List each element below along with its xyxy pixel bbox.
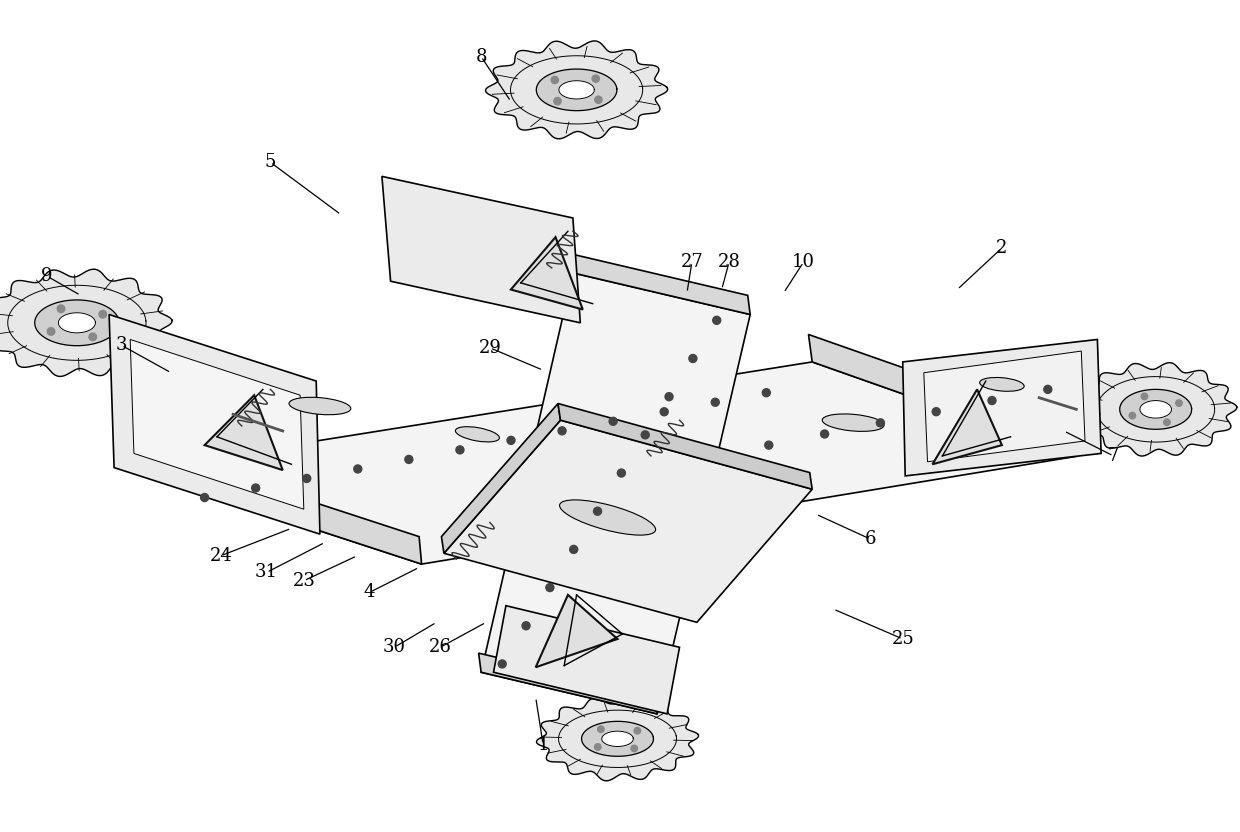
Text: 1: 1 [537, 735, 549, 754]
Polygon shape [808, 334, 1079, 456]
Text: 26: 26 [429, 638, 451, 656]
Circle shape [594, 508, 601, 515]
Circle shape [713, 316, 720, 324]
Polygon shape [130, 339, 304, 509]
Circle shape [57, 305, 64, 313]
Circle shape [252, 484, 259, 492]
Text: 4: 4 [363, 583, 376, 602]
Ellipse shape [980, 378, 1024, 391]
Polygon shape [479, 653, 657, 714]
Circle shape [405, 455, 413, 463]
Circle shape [1163, 419, 1171, 425]
Text: 7: 7 [1107, 447, 1120, 465]
Circle shape [558, 427, 565, 435]
Polygon shape [481, 273, 750, 714]
Polygon shape [58, 313, 95, 333]
Circle shape [89, 333, 97, 340]
Circle shape [569, 546, 578, 553]
Circle shape [1130, 413, 1136, 418]
Polygon shape [932, 389, 1002, 464]
Polygon shape [441, 404, 560, 553]
Polygon shape [537, 697, 698, 780]
Polygon shape [131, 443, 422, 564]
Text: 24: 24 [210, 547, 232, 565]
Polygon shape [601, 731, 634, 746]
Circle shape [551, 77, 558, 83]
Circle shape [507, 436, 515, 444]
Circle shape [456, 446, 464, 454]
Polygon shape [205, 395, 283, 470]
Circle shape [353, 465, 362, 473]
Polygon shape [559, 81, 594, 99]
Ellipse shape [289, 398, 351, 414]
Polygon shape [494, 606, 680, 714]
Polygon shape [35, 300, 119, 345]
Polygon shape [109, 314, 320, 534]
Text: 31: 31 [255, 563, 278, 582]
Polygon shape [486, 41, 667, 139]
Polygon shape [536, 595, 618, 667]
Text: 10: 10 [792, 253, 815, 271]
Polygon shape [570, 254, 750, 314]
Circle shape [1141, 394, 1148, 399]
Polygon shape [1120, 389, 1192, 429]
Text: 5: 5 [264, 153, 277, 171]
Text: 2: 2 [996, 239, 1008, 257]
Text: 27: 27 [681, 253, 703, 271]
Polygon shape [582, 721, 653, 756]
Circle shape [598, 726, 604, 732]
Polygon shape [511, 237, 583, 310]
Circle shape [689, 354, 697, 363]
Circle shape [631, 745, 637, 751]
Circle shape [665, 393, 673, 401]
Circle shape [522, 622, 529, 630]
Circle shape [303, 474, 311, 483]
Text: 29: 29 [479, 339, 501, 357]
Polygon shape [537, 69, 616, 111]
Circle shape [498, 660, 506, 668]
Circle shape [712, 399, 719, 406]
Circle shape [47, 328, 55, 335]
Circle shape [609, 418, 618, 425]
Ellipse shape [455, 427, 500, 442]
Text: 30: 30 [383, 638, 405, 656]
Text: 28: 28 [718, 253, 740, 271]
Circle shape [821, 430, 828, 438]
Circle shape [618, 469, 625, 477]
Circle shape [546, 583, 554, 592]
Circle shape [988, 397, 996, 404]
Circle shape [634, 727, 641, 734]
Text: 3: 3 [115, 336, 128, 354]
Circle shape [877, 418, 884, 427]
Circle shape [595, 97, 603, 103]
Circle shape [554, 97, 560, 105]
Circle shape [641, 431, 650, 438]
Text: 9: 9 [41, 267, 53, 285]
Polygon shape [1140, 400, 1172, 418]
Polygon shape [558, 404, 812, 489]
Text: 25: 25 [892, 630, 914, 648]
Polygon shape [1075, 363, 1236, 456]
Ellipse shape [822, 414, 884, 431]
Circle shape [99, 310, 107, 318]
Polygon shape [0, 270, 172, 376]
Circle shape [1176, 400, 1182, 406]
Circle shape [660, 408, 668, 416]
Polygon shape [924, 351, 1085, 462]
Ellipse shape [559, 500, 656, 535]
Circle shape [932, 408, 940, 416]
Text: 8: 8 [475, 47, 487, 66]
Polygon shape [382, 176, 580, 323]
Text: 23: 23 [293, 572, 315, 590]
Circle shape [594, 744, 601, 750]
Circle shape [763, 389, 770, 397]
Polygon shape [903, 339, 1101, 476]
Text: 6: 6 [864, 530, 877, 548]
Circle shape [593, 75, 599, 82]
Polygon shape [134, 362, 1079, 564]
Circle shape [765, 441, 773, 449]
Polygon shape [444, 420, 812, 622]
Circle shape [1044, 385, 1052, 394]
Circle shape [201, 493, 208, 502]
